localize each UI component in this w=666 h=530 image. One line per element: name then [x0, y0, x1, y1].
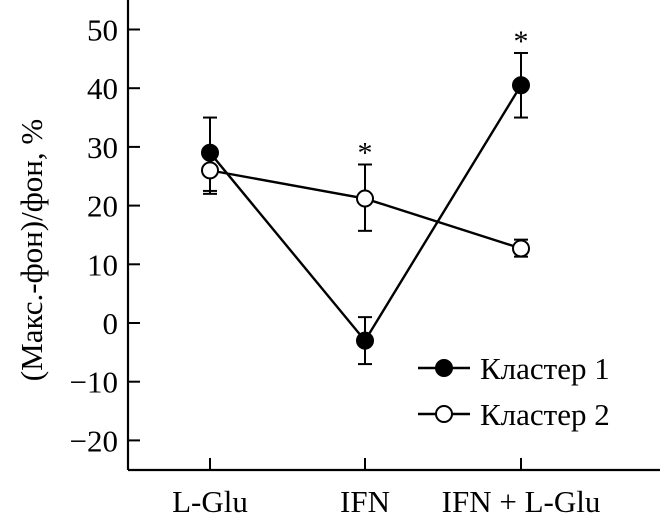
x-tick-label: IFN — [340, 484, 390, 519]
x-tick-label: L-Glu — [172, 484, 248, 519]
series-1 — [201, 51, 530, 366]
data-point — [356, 331, 374, 350]
x-tick-label: IFN + L-Glu — [442, 484, 601, 519]
y-ticks: −20 −10 0 10 20 30 40 50 — [70, 13, 140, 458]
y-tick-label: 20 — [87, 189, 118, 224]
annotations: ** — [358, 25, 529, 170]
y-tick-label: 0 — [103, 306, 119, 341]
y-tick-label: −10 — [70, 365, 118, 400]
legend-item-1: Кластер 1 — [418, 351, 610, 386]
y-tick-label: −20 — [70, 423, 118, 458]
series-group — [201, 51, 530, 366]
x-ticks: L-Glu IFN IFN + L-Glu — [172, 458, 600, 519]
legend-item-2: Кластер 2 — [418, 397, 610, 432]
data-point — [512, 239, 530, 258]
legend-marker — [435, 405, 453, 423]
significance-marker: * — [358, 137, 373, 170]
data-point — [512, 76, 530, 95]
axes — [126, 0, 660, 472]
data-point — [356, 189, 374, 208]
y-tick-label: 10 — [87, 247, 118, 282]
significance-marker: * — [514, 25, 529, 58]
legend-label: Кластер 2 — [480, 397, 610, 432]
legend-label: Кластер 1 — [480, 351, 610, 386]
data-point — [201, 161, 219, 180]
y-tick-label: 30 — [87, 130, 118, 165]
y-axis-label: (Макс.-фон)/фон, % — [14, 119, 49, 381]
y-tick-label: 50 — [87, 13, 118, 48]
legend: Кластер 1 Кластер 2 — [418, 351, 610, 432]
legend-marker — [435, 359, 453, 377]
series-2 — [201, 151, 530, 258]
y-tick-label: 40 — [87, 71, 118, 106]
